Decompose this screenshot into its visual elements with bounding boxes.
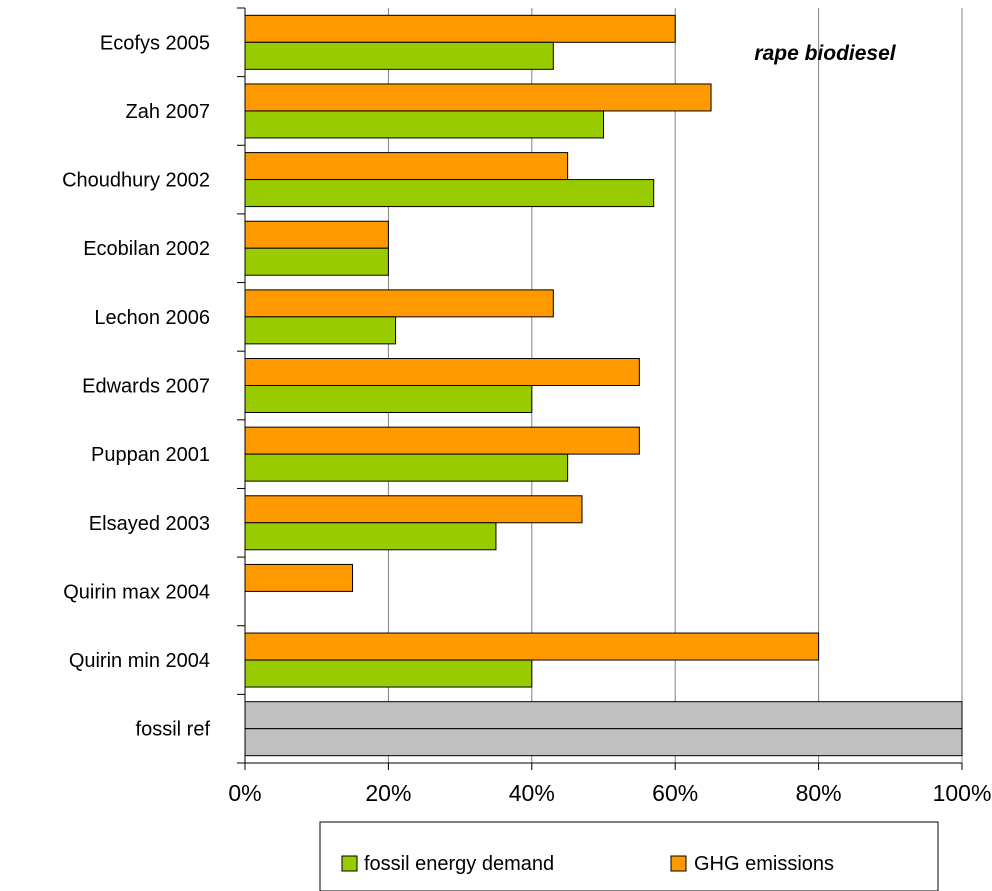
legend-swatch-ghg [670,855,687,872]
x-tick-label: 40% [509,780,555,806]
bar-ghg-emissions [244,495,583,524]
category-label: Edwards 2007 [82,376,210,398]
x-tick-label: 80% [796,780,842,806]
bar-ghg-emissions [244,563,354,592]
category-label: Zah 2007 [125,101,210,123]
category-label: Quirin max 2004 [63,581,210,603]
x-tick-label: 20% [365,780,411,806]
category-label: Choudhury 2002 [62,170,210,192]
category-label: Ecofys 2005 [100,32,210,54]
x-tick-labels: 0% 20% 40% 60% 80% 100% [228,780,991,806]
category-label: Quirin min 2004 [69,650,210,672]
bar-fossil-energy-demand [244,41,554,70]
axes [237,7,963,770]
bar-fossil-energy-demand [244,110,604,139]
bar-ghg-emissions [244,14,676,43]
bar-ghg-emissions [244,289,554,318]
x-tick-label: 60% [652,780,698,806]
bar-fossil-energy-demand [244,316,397,345]
bar-fossil-energy-demand [244,728,963,757]
bars [244,14,963,757]
bar-ghg-emissions [244,83,712,112]
legend-label-fossil-energy: fossil energy demand [364,853,554,875]
bar-fossil-energy-demand [244,385,533,413]
bar-fossil-energy-demand [244,659,533,688]
bar-fossil-energy-demand [244,453,569,482]
bar-ghg-emissions [244,220,389,249]
legend-box [319,821,939,891]
category-label: Elsayed 2003 [89,513,210,535]
bar-ghg-emissions [244,358,640,386]
bar-ghg-emissions [244,701,963,730]
bar-fossil-energy-demand [244,247,389,276]
bar-ghg-emissions [244,152,569,181]
bar-fossil-energy-demand [244,522,497,551]
bar-ghg-emissions [244,426,640,455]
category-label: Puppan 2001 [91,444,210,466]
category-label: Lechon 2006 [94,307,210,329]
chart-annotation: rape biodiesel [754,42,896,65]
x-tick-label: 100% [933,780,992,806]
bar-ghg-emissions [244,632,820,661]
legend: fossil energy demand GHG emissions [319,821,939,891]
category-label: Ecobilan 2002 [83,238,210,260]
legend-swatch-fossil-energy [341,855,358,872]
category-label: fossil ref [136,719,211,741]
bar-fossil-energy-demand [244,179,655,208]
x-tick-label: 0% [228,780,261,806]
category-labels: Ecofys 2005 Zah 2007 Choudhury 2002 Ecobila… [62,32,210,740]
legend-label-ghg: GHG emissions [694,853,834,875]
